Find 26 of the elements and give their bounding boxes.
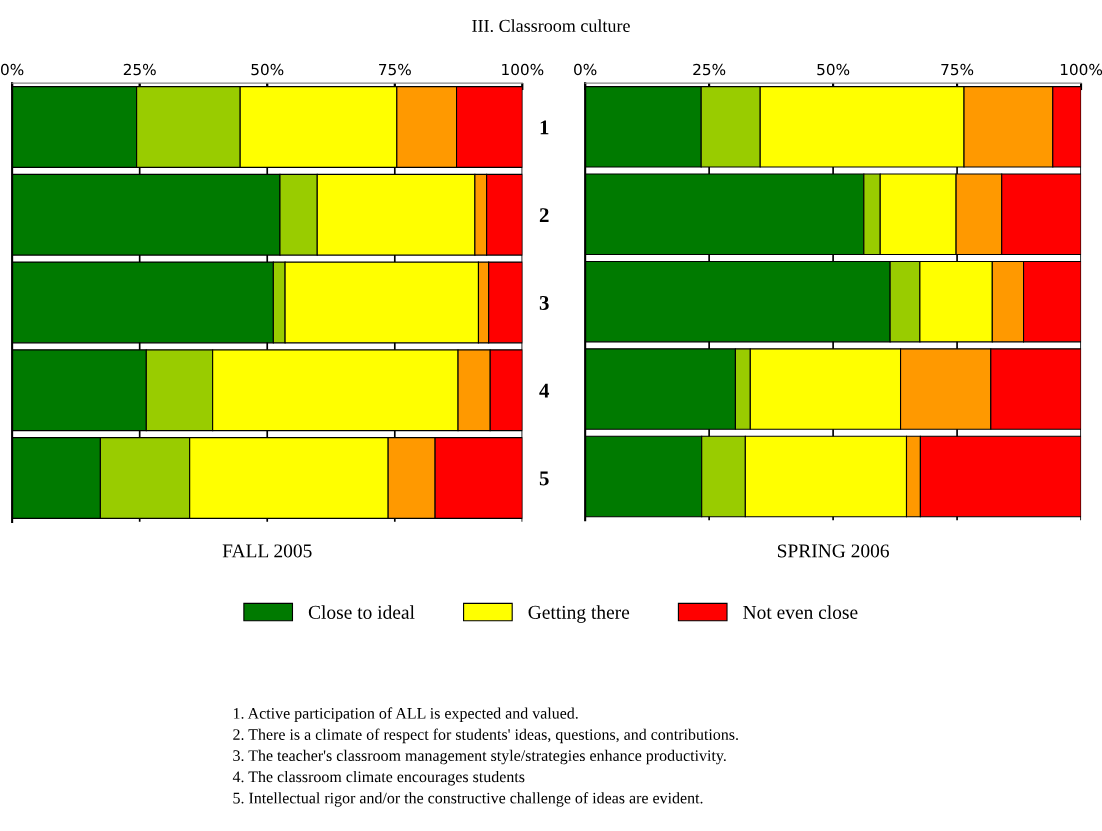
x-tick-label: 75% — [379, 63, 411, 76]
x-tick-label: 25% — [123, 63, 156, 76]
x-tick-label: 25% — [693, 63, 726, 76]
x-axis-title: FALL 2005 — [222, 544, 312, 558]
legend-label: Not even close — [743, 605, 858, 619]
y-tick-label: 3 — [539, 295, 549, 310]
chart-title: III. Classroom culture — [472, 19, 630, 33]
y-tick-label: 5 — [539, 471, 549, 486]
text: 4. The classroom climate encourages students — [232, 770, 525, 786]
x-tick-label: 50% — [251, 63, 284, 76]
x-tick-label: 100% — [502, 63, 544, 76]
x-tick-label: 100% — [1060, 63, 1102, 76]
y-tick-label: 1 — [540, 120, 549, 135]
legend-label: Getting there — [528, 605, 630, 623]
legend-label: Close to ideal — [308, 605, 415, 619]
x-tick-label: 0% — [574, 63, 597, 76]
text: 2. There is a climate of respect for students' ideas, questions, and contributions. — [233, 728, 738, 744]
text: 5. Intellectual rigor and/or the constructive challenge of ideas are evident. — [233, 792, 703, 807]
y-tick-label: 2 — [539, 208, 549, 222]
x-tick-label: 50% — [817, 63, 850, 76]
x-axis-title: SPRING 2006 — [777, 544, 889, 558]
x-tick-label: 0% — [1, 63, 24, 76]
text: 3. The teacher's classroom management style/strategies enhance productivity. — [233, 749, 726, 765]
y-tick-label: 4 — [539, 383, 550, 398]
text: 1. Active participation of ALL is expected and valued. — [233, 707, 578, 722]
x-tick-label: 75% — [941, 63, 974, 76]
